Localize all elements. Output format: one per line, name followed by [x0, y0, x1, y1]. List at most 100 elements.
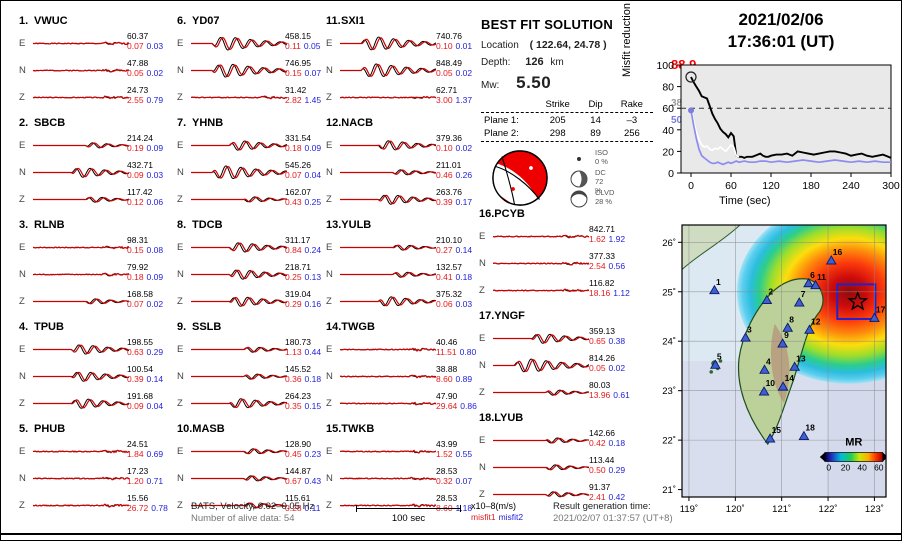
waveform-trace: E 98.31 0.15 0.08 — [19, 234, 169, 261]
map-station-marker[interactable] — [804, 324, 815, 334]
map-station-label: 12 — [811, 316, 821, 326]
waveform-trace: N 746.95 0.15 0.07 — [177, 57, 327, 84]
map-station-marker[interactable] — [798, 430, 810, 441]
map-station-marker[interactable] — [758, 386, 770, 396]
trace-misfit2: 0.03 — [146, 41, 164, 51]
trace-misfit-values: 0.15 0.08 — [127, 245, 163, 255]
trace-misfit2: 0.09 — [304, 143, 322, 153]
map-station-marker[interactable] — [709, 284, 720, 295]
map-station-label: 11 — [817, 272, 826, 282]
trace-misfit-values: 1.20 0.71 — [127, 476, 163, 486]
station-index: 13. — [326, 219, 342, 231]
waveform-plot — [191, 186, 287, 213]
map-station-marker[interactable] — [803, 277, 814, 288]
map-station-marker[interactable] — [710, 359, 721, 369]
map-station-marker[interactable] — [782, 322, 794, 332]
waveform-plot — [191, 132, 287, 159]
trace-misfit1: 0.35 — [285, 401, 302, 411]
decomposition-name: DC — [595, 168, 606, 177]
chart-x-axis-label: Time (sec) — [719, 195, 771, 207]
decomposition-text: CLVD 28 % — [595, 188, 614, 206]
trace-component-label: Z — [177, 296, 183, 307]
trace-misfit1: 0.05 — [127, 68, 144, 78]
map-station-marker[interactable] — [810, 279, 821, 290]
plane-name: Plane 2: — [484, 128, 519, 139]
waveform-plot — [340, 261, 436, 288]
map-station-marker[interactable] — [759, 364, 770, 374]
misfit2-label: misfit2 — [498, 512, 524, 522]
map-colorbar-tick-label: 40 — [857, 462, 867, 472]
trace-component-label: N — [326, 167, 333, 178]
map-station-marker[interactable] — [825, 255, 837, 265]
waveform-plot — [33, 261, 129, 288]
trace-misfit1: 0.25 — [285, 272, 302, 282]
map-station-label: 7 — [801, 289, 806, 299]
trace-misfit1: 1.52 — [436, 449, 453, 459]
waveform-plot — [340, 336, 436, 363]
trace-misfit2: 0.07 — [304, 68, 322, 78]
waveform-plot — [493, 454, 589, 481]
trace-misfit-values: 0.36 0.18 — [285, 374, 321, 384]
trace-misfit-values: 0.32 0.07 — [436, 476, 472, 486]
map-station-label: 6 — [810, 270, 815, 280]
waveform-plot — [33, 288, 129, 315]
map-station-marker[interactable] — [789, 361, 801, 371]
map-colorbar-tick-label: 60 — [874, 462, 884, 472]
waveform-trace: E 458.15 0.11 0.05 — [177, 30, 327, 57]
trace-amplitude: 331.54 — [285, 133, 311, 143]
trace-misfit-values: 0.05 0.02 — [589, 363, 625, 373]
trace-amplitude: 144.87 — [285, 466, 311, 476]
trace-misfit1: 0.43 — [285, 197, 302, 207]
trace-misfit2: 0.06 — [146, 197, 164, 207]
trace-misfit1: 0.07 — [285, 170, 302, 180]
map-station-marker[interactable] — [761, 294, 773, 305]
waveform-trace: E 379.36 0.10 0.02 — [326, 132, 476, 159]
station-block: 7. YHNB E 331.54 0.18 0.09 N 545.26 0.07 0.04 Z 162… — [177, 117, 327, 213]
station-block: 13.YULB E 210.10 0.27 0.14 N 132.57 0.41 0.18 Z 37… — [326, 219, 476, 315]
mw-label: Mw: — [481, 80, 500, 91]
trace-amplitude: 814.26 — [589, 353, 615, 363]
trace-amplitude: 132.57 — [436, 262, 462, 272]
chart-plot-area: 0 20 40 60 80 100 0 60 120 180 240 300 — [656, 60, 899, 192]
trace-misfit2: 0.02 — [608, 363, 626, 373]
trace-amplitude: 40.46 — [436, 337, 458, 347]
trace-misfit1: 0.50 — [589, 465, 606, 475]
map-station-marker[interactable] — [777, 338, 788, 348]
trace-misfit-values: 0.10 0.01 — [436, 41, 472, 51]
trace-misfit2: 0.55 — [455, 449, 473, 459]
map-station-marker[interactable] — [869, 312, 880, 322]
trace-amplitude: 60.37 — [127, 31, 149, 41]
map-station-marker[interactable] — [793, 297, 805, 307]
trace-component-label: N — [326, 371, 333, 382]
station-code: YULB — [341, 219, 372, 231]
waveform-trace: E 198.55 0.63 0.29 — [19, 336, 169, 363]
waveform-trace: Z 15.56 26.72 0.78 — [19, 492, 169, 519]
origin-date: 2021/02/06 — [738, 10, 824, 29]
waveform-plot — [191, 438, 287, 465]
trace-misfit1: 0.28 — [285, 503, 302, 513]
map-lon-tick-label: 122˚ — [819, 504, 838, 515]
waveform-trace: Z 24.73 2.55 0.79 — [19, 84, 169, 111]
trace-misfit2: 0.14 — [146, 374, 164, 384]
waveform-plot — [191, 261, 287, 288]
waveform-plot — [340, 30, 436, 57]
chart-x-tick-label: 120 — [762, 180, 780, 192]
chart-y-tick-label: 40 — [662, 125, 674, 137]
station-title: 4. TPUB — [19, 321, 169, 333]
waveform-plot — [493, 325, 589, 352]
station-block: 5. PHUB E 24.51 1.84 0.69 N 17.23 1.20 0.71 Z 15.56… — [19, 423, 169, 519]
station-block: 14.TWGB E 40.46 11.51 0.80 N 38.88 8.60 0.89 Z 47.… — [326, 321, 477, 417]
map-station-marker[interactable] — [740, 332, 751, 342]
trace-misfit2: 0.02 — [455, 143, 473, 153]
trace-component-label: N — [326, 473, 333, 484]
map-station-label: 17 — [876, 304, 886, 314]
station-block: 1. VWUC E 60.37 0.07 0.03 N 47.88 0.05 0.02 Z 24.73… — [19, 15, 169, 111]
station-block: 12.NACB E 379.36 0.10 0.02 N 211.01 0.46 0.26 Z 26… — [326, 117, 476, 213]
location-row: Location ( 122.64, 24.78 ) — [481, 39, 656, 51]
trace-misfit1: 0.10 — [436, 41, 453, 51]
trace-misfit2: 0.15 — [304, 401, 322, 411]
waveform-plot — [191, 30, 287, 57]
map-station-marker[interactable] — [764, 433, 776, 443]
trace-amplitude: 38.88 — [436, 364, 458, 374]
map-station-marker[interactable] — [777, 381, 789, 391]
